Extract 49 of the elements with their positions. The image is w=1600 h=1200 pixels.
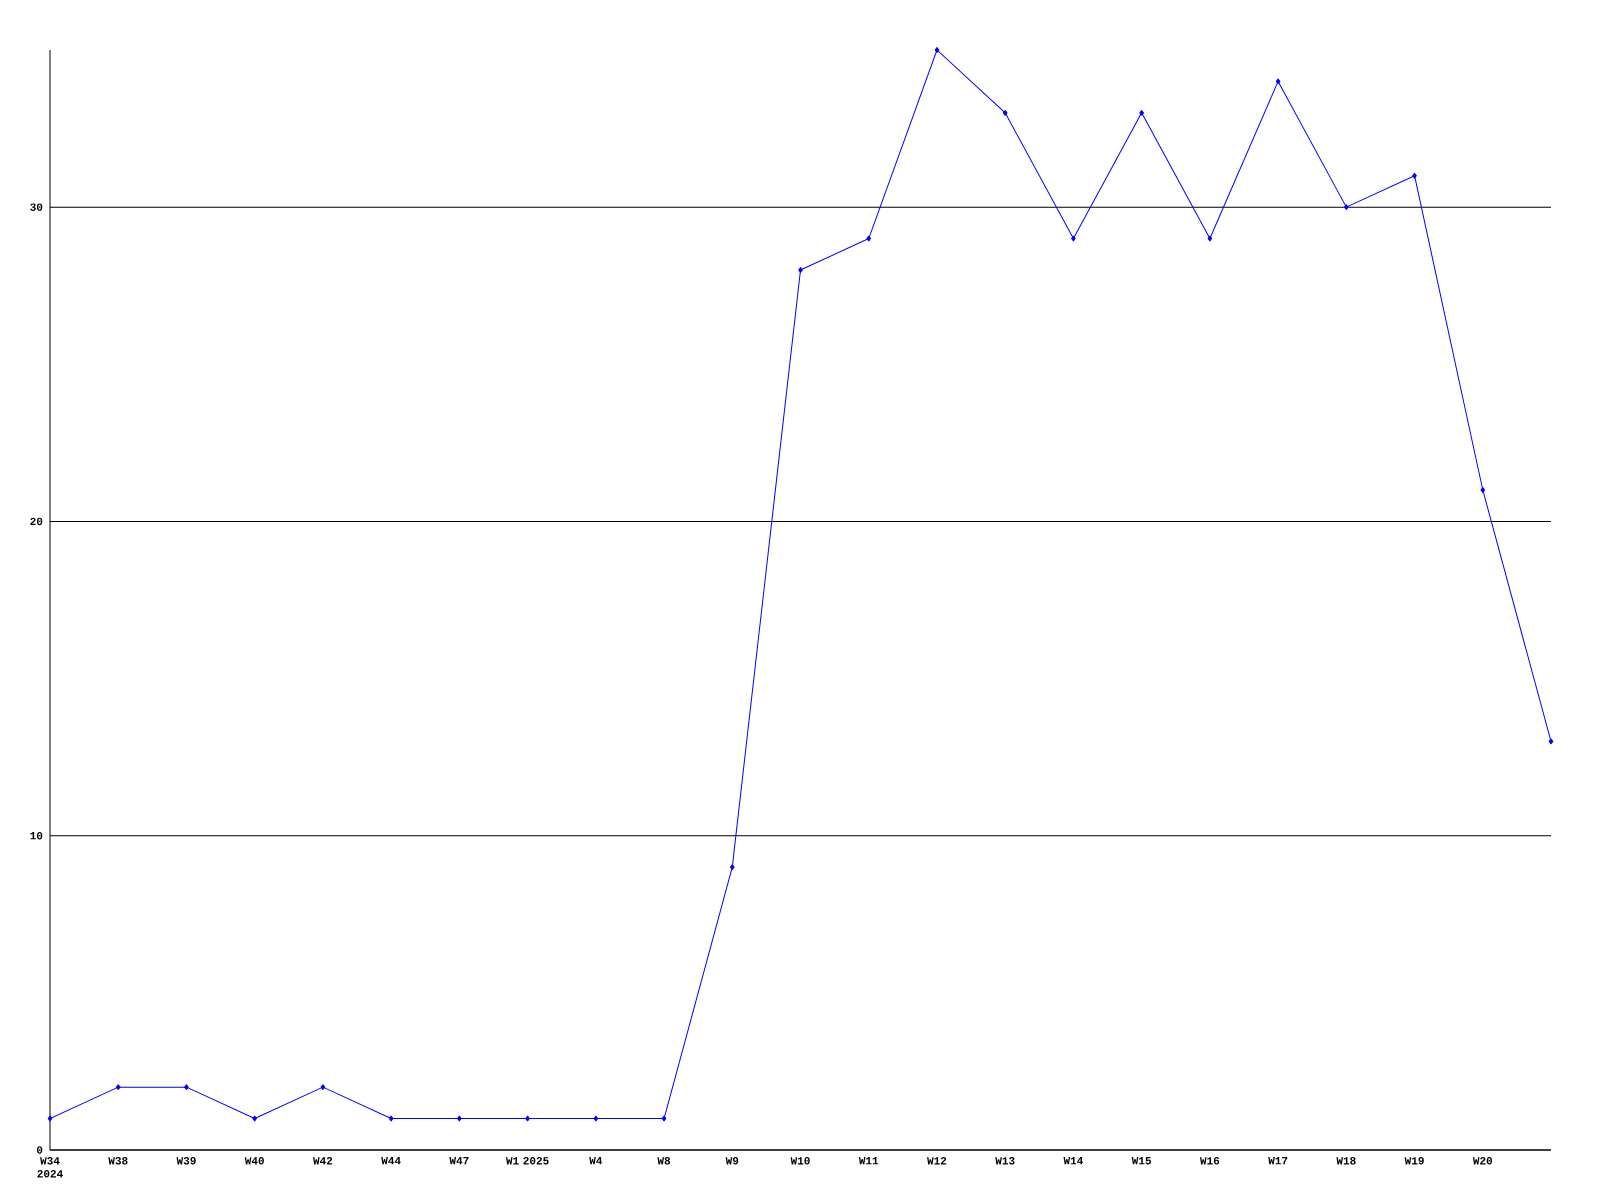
point	[593, 1115, 599, 1122]
x-tick-label: W47	[449, 1157, 469, 1165]
y-tick-label: 10	[30, 831, 43, 840]
x-tick-label: W1 2025	[505, 1157, 549, 1165]
x-tick-label: W42	[313, 1157, 333, 1165]
point	[1207, 235, 1213, 242]
x-tick-label: W15	[1131, 1157, 1151, 1165]
point	[184, 1084, 189, 1091]
point	[388, 1115, 394, 1122]
point	[1344, 204, 1349, 211]
point	[934, 47, 940, 53]
point	[1412, 172, 1417, 179]
x-tick-label: W16	[1199, 1157, 1220, 1165]
x-tick-label: W9	[725, 1157, 739, 1165]
point	[457, 1115, 462, 1122]
x-tick-label: W17	[1268, 1157, 1288, 1165]
point	[1275, 78, 1281, 85]
x-tick-label: W18	[1336, 1157, 1356, 1165]
point	[866, 235, 872, 242]
x-tick-label: W14	[1063, 1157, 1083, 1165]
point	[1071, 235, 1076, 242]
point	[1480, 487, 1486, 493]
point	[729, 864, 735, 871]
point	[1548, 738, 1554, 745]
point	[1139, 109, 1144, 116]
point	[115, 1084, 121, 1091]
y-tick-label: 20	[30, 517, 43, 526]
x-tick-label: W4	[589, 1157, 603, 1165]
x-tick-label: W10	[790, 1157, 810, 1165]
x-tick-label: W20	[1472, 1157, 1493, 1165]
x-tick-label: W19	[1404, 1157, 1424, 1165]
point	[525, 1115, 530, 1122]
x-tick-label: W44	[381, 1157, 401, 1165]
point	[47, 1115, 53, 1122]
x-tick-label: W11	[858, 1157, 879, 1165]
x-tick-label: W12	[927, 1157, 947, 1165]
x-tick-label: W40	[244, 1157, 264, 1165]
point	[661, 1115, 667, 1122]
x-tick-label: W38	[108, 1157, 128, 1165]
y-tick-label: 30	[30, 203, 43, 211]
point	[252, 1115, 257, 1122]
point	[798, 267, 803, 273]
x-tick-label: W34 2024	[37, 1157, 63, 1178]
x-tick-label: W13	[995, 1157, 1015, 1165]
point	[1002, 109, 1008, 116]
x-tick-label: W8	[657, 1157, 671, 1165]
x-tick-label: W39	[176, 1157, 196, 1165]
point	[320, 1084, 326, 1091]
y-tick-label: 0	[36, 1146, 43, 1154]
